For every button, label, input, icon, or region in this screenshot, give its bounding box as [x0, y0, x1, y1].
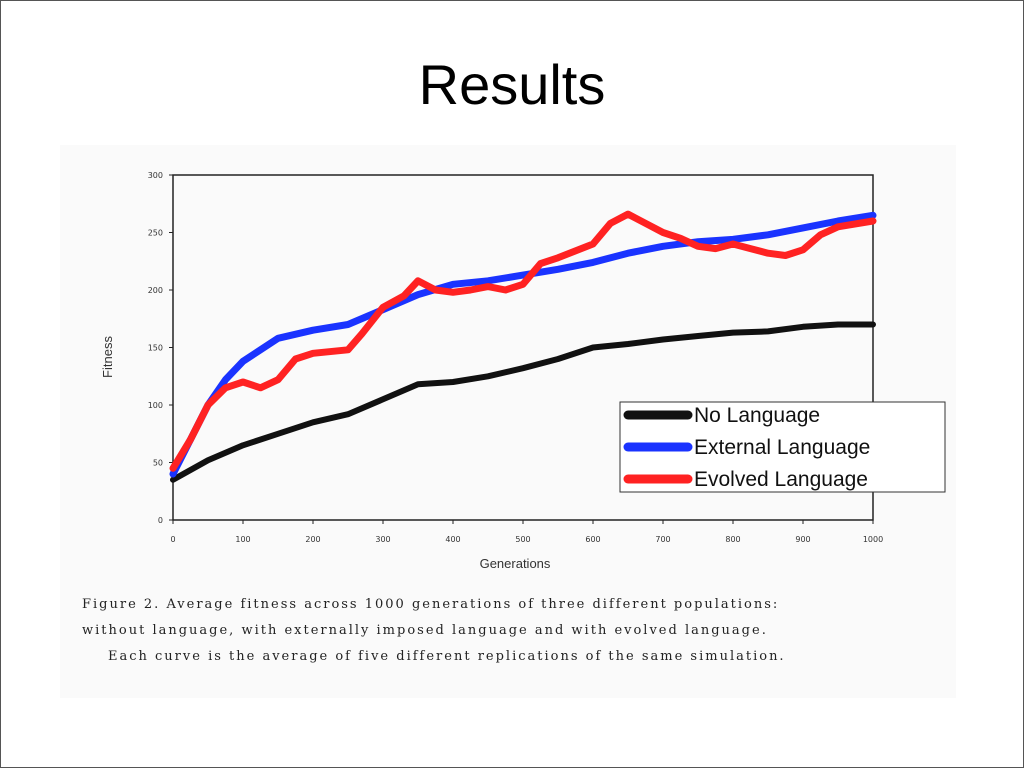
y-tick-label: 100 [148, 401, 163, 410]
legend-label: No Language [694, 404, 820, 427]
x-tick-label: 400 [445, 535, 460, 544]
x-tick-label: 800 [725, 535, 740, 544]
y-axis-ticks: 0 50 100 150 200 250 300 [148, 171, 173, 525]
series-line-external-language [169, 211, 877, 478]
series-layer [169, 210, 877, 483]
legend-label: Evolved Language [694, 468, 868, 491]
y-tick-label: 300 [148, 171, 163, 180]
x-tick-label: 500 [515, 535, 530, 544]
x-tick-label: 300 [375, 535, 390, 544]
y-tick-label: 250 [148, 229, 163, 238]
x-tick-label: 200 [305, 535, 320, 544]
caption-line-1: Figure 2. Average fitness across 1000 ge… [82, 597, 780, 612]
series-line-evolved-language [169, 210, 877, 472]
y-tick-label: 150 [148, 344, 163, 353]
x-tick-label: 0 [170, 535, 175, 544]
x-axis-label: Generations [480, 556, 551, 571]
y-tick-label: 50 [153, 459, 163, 468]
x-tick-label: 100 [235, 535, 250, 544]
x-tick-label: 600 [585, 535, 600, 544]
chart-legend: No Language External Language Evolved Lang… [619, 401, 946, 493]
x-tick-label: 1000 [863, 535, 883, 544]
caption-line-3: Each curve is the average of five differ… [108, 649, 786, 664]
y-tick-label: 0 [158, 516, 163, 525]
caption-line-2: without language, with externally impose… [82, 623, 768, 638]
fitness-chart: 0 50 100 150 200 250 300 0 100 200 300 400 500 600 70… [100, 171, 946, 571]
x-axis-ticks: 0 100 200 300 400 500 600 700 800 900 1000 [170, 520, 883, 544]
x-tick-label: 700 [655, 535, 670, 544]
y-axis-label: Fitness [100, 336, 115, 378]
figure-caption: Figure 2. Average fitness across 1000 ge… [60, 592, 956, 670]
legend-label: External Language [694, 436, 870, 459]
x-tick-label: 900 [795, 535, 810, 544]
y-tick-label: 200 [148, 286, 163, 295]
series-line-no-language [170, 321, 876, 483]
slide-title: Results [418, 53, 606, 116]
